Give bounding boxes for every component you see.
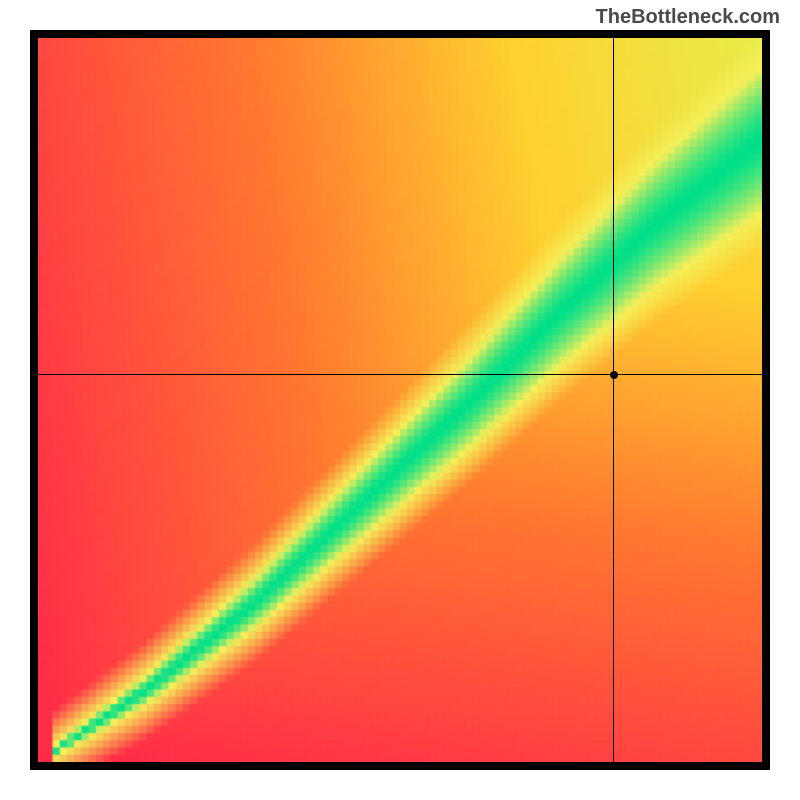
chart-container: TheBottleneck.com xyxy=(0,0,800,800)
crosshair-horizontal xyxy=(38,374,762,375)
plot-frame xyxy=(30,30,770,770)
watermark-text: TheBottleneck.com xyxy=(596,6,780,29)
crosshair-vertical xyxy=(613,38,614,762)
crosshair-dot xyxy=(610,371,618,379)
